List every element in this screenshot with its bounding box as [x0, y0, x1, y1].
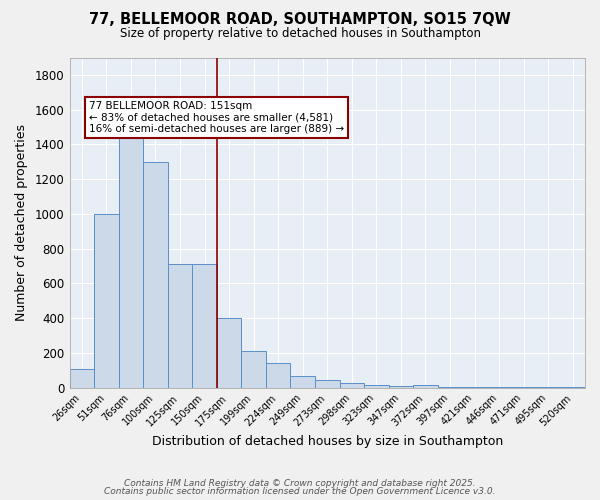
- Bar: [70, 368, 94, 388]
- Bar: [389, 386, 413, 388]
- Bar: [340, 382, 364, 388]
- Bar: [217, 318, 241, 388]
- Bar: [143, 162, 168, 388]
- Text: 77 BELLEMOOR ROAD: 151sqm
← 83% of detached houses are smaller (4,581)
16% of se: 77 BELLEMOOR ROAD: 151sqm ← 83% of detac…: [89, 101, 344, 134]
- Bar: [413, 385, 438, 388]
- Bar: [290, 376, 315, 388]
- Text: Contains public sector information licensed under the Open Government Licence v3: Contains public sector information licen…: [104, 487, 496, 496]
- Bar: [241, 352, 266, 388]
- Y-axis label: Number of detached properties: Number of detached properties: [15, 124, 28, 321]
- Bar: [192, 264, 217, 388]
- Text: Size of property relative to detached houses in Southampton: Size of property relative to detached ho…: [119, 28, 481, 40]
- Text: 77, BELLEMOOR ROAD, SOUTHAMPTON, SO15 7QW: 77, BELLEMOOR ROAD, SOUTHAMPTON, SO15 7Q…: [89, 12, 511, 28]
- Text: Contains HM Land Registry data © Crown copyright and database right 2025.: Contains HM Land Registry data © Crown c…: [124, 478, 476, 488]
- Bar: [94, 214, 119, 388]
- Bar: [315, 380, 340, 388]
- Bar: [168, 264, 192, 388]
- Bar: [266, 364, 290, 388]
- Bar: [364, 385, 389, 388]
- Bar: [119, 126, 143, 388]
- X-axis label: Distribution of detached houses by size in Southampton: Distribution of detached houses by size …: [152, 434, 503, 448]
- Bar: [438, 387, 462, 388]
